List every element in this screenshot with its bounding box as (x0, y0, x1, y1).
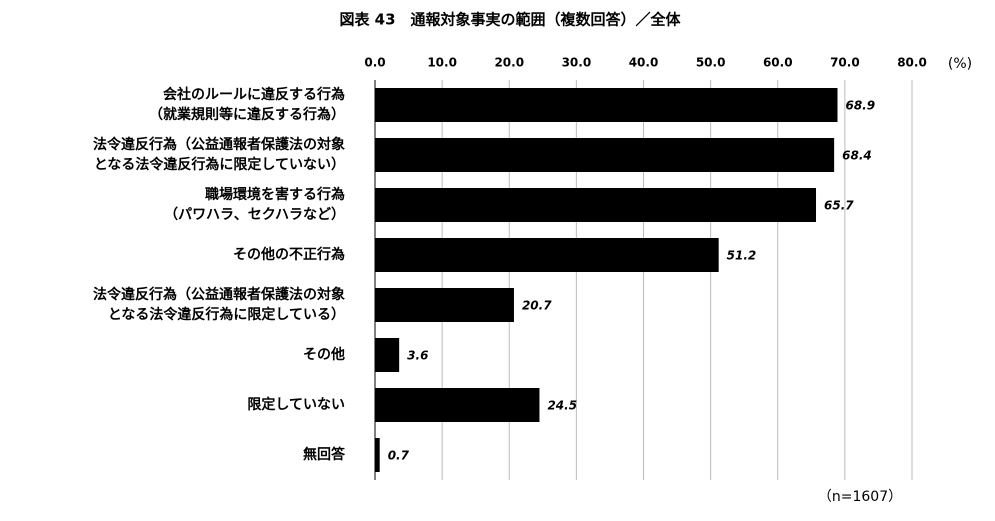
value-label: 20.7 (522, 299, 552, 313)
y-tick-label: 無回答 (303, 446, 346, 463)
note: （n=1607） (818, 489, 902, 505)
value-label: 68.9 (845, 99, 875, 113)
x-tick-label: 20.0 (494, 56, 524, 70)
value-label: 65.7 (824, 199, 854, 213)
bar (375, 288, 514, 322)
x-tick-label: 60.0 (763, 56, 793, 70)
y-tick-label: 限定していない (247, 396, 345, 413)
y-tick-label: となる法令違反行為に限定していない） (94, 156, 345, 173)
bar (375, 138, 835, 172)
x-tick-label: 40.0 (629, 56, 659, 70)
value-label: 24.5 (547, 399, 577, 413)
bar (375, 88, 838, 122)
y-tick-label: （パワハラ、セクハラなど） (164, 207, 345, 223)
value-label: 3.6 (407, 349, 428, 363)
x-tick-label: 80.0 (897, 56, 927, 70)
y-tick-label: 職場環境を害する行為 (205, 186, 345, 203)
bar (375, 388, 540, 422)
y-tick-label: 会社のルールに違反する行為 (163, 86, 345, 103)
bar (375, 338, 400, 372)
y-tick-label: その他の不正行為 (233, 246, 345, 263)
y-tick-label: その他 (303, 346, 345, 363)
y-tick-label: となる法令違反行為に限定している） (108, 306, 345, 323)
x-tick-label: 30.0 (562, 56, 592, 70)
unit-label: (%) (948, 56, 972, 72)
x-tick-label: 10.0 (427, 56, 457, 70)
chart-title: 図表 43 通報対象事実の範囲（複数回答）／全体 (339, 11, 681, 29)
y-tick-label: （就業規則等に違反する行為） (149, 106, 345, 123)
y-tick-label: 法令違反行為（公益通報者保護法の対象 (93, 136, 345, 153)
bar (375, 438, 380, 472)
value-label: 68.4 (842, 149, 872, 163)
x-tick-label: 0.0 (364, 56, 385, 70)
x-tick-label: 70.0 (830, 56, 860, 70)
x-tick-label: 50.0 (696, 56, 726, 70)
bar (375, 188, 817, 222)
y-tick-label: 法令違反行為（公益通報者保護法の対象 (93, 286, 345, 303)
value-label: 0.7 (388, 449, 410, 463)
value-label: 51.2 (727, 249, 757, 263)
bar (375, 238, 719, 272)
